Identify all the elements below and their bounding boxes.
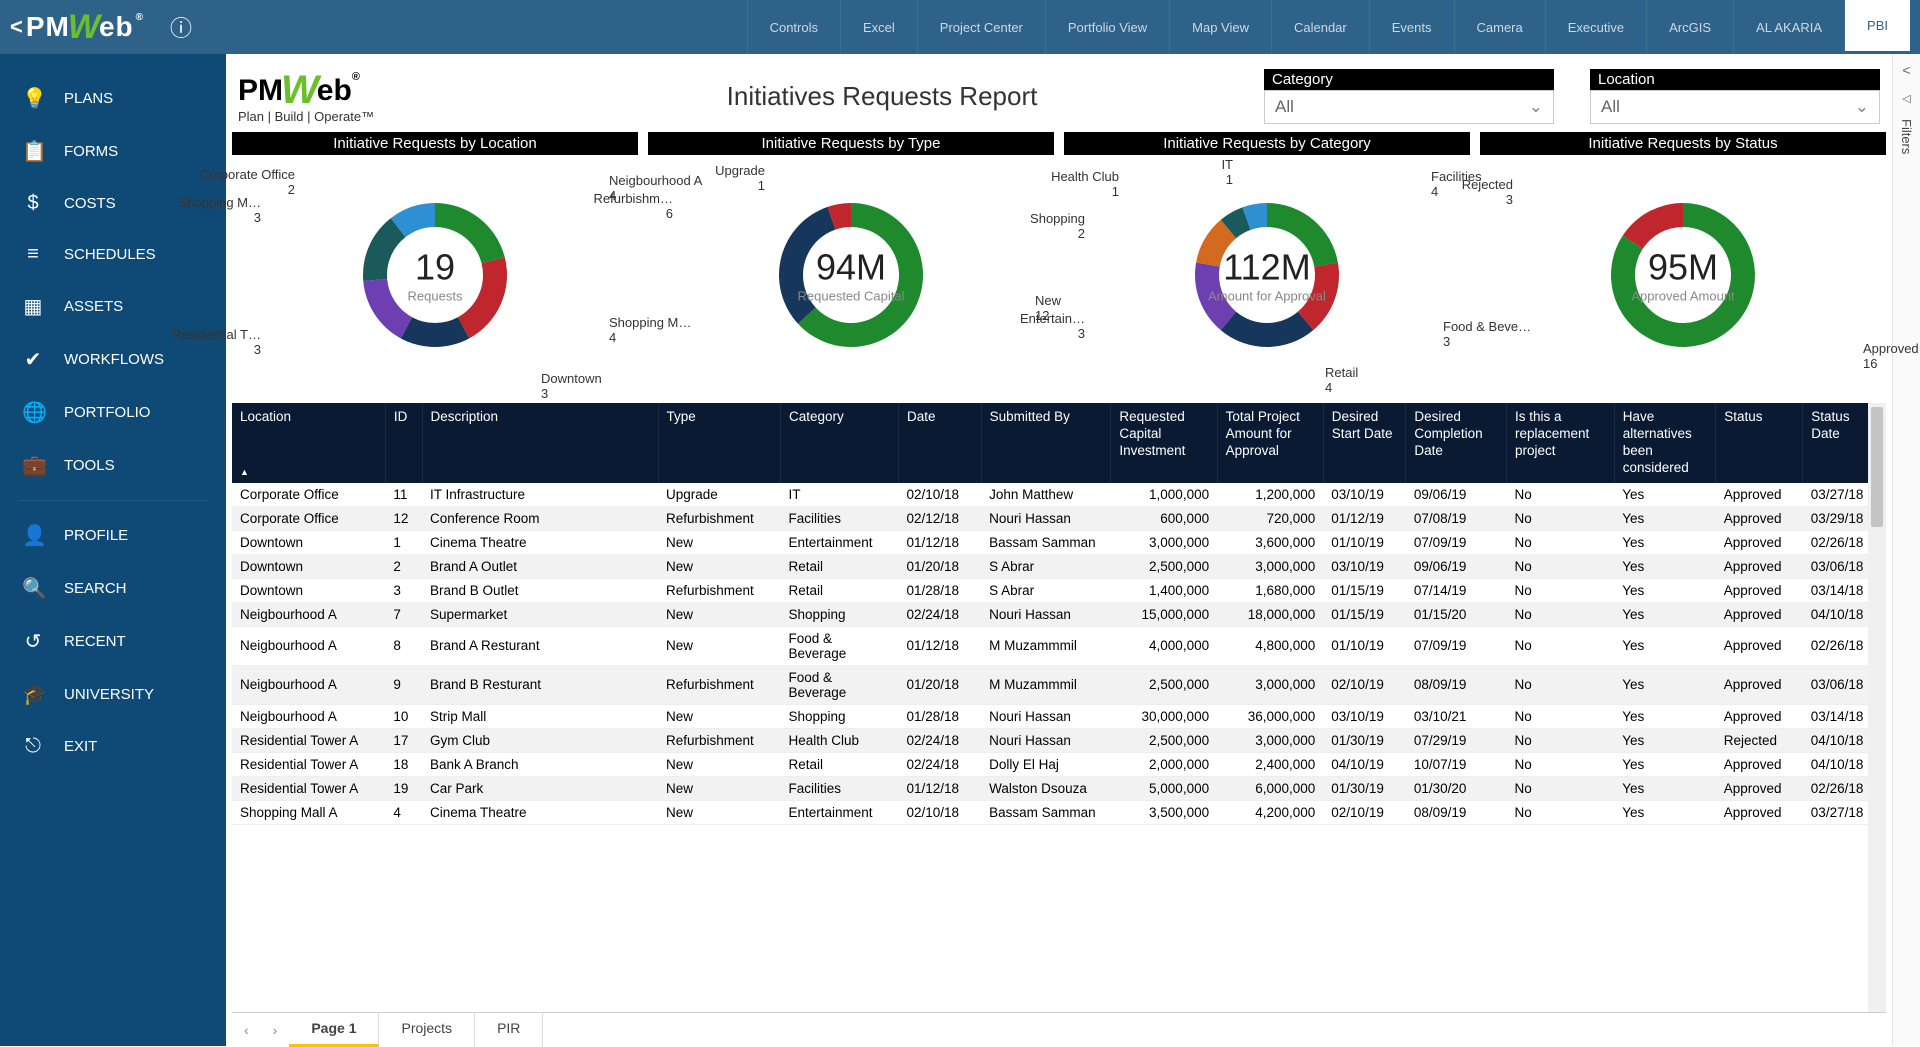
tab-next-button[interactable]: › — [261, 1022, 290, 1038]
top-tab-camera[interactable]: Camera — [1454, 0, 1545, 54]
table-row[interactable]: Residential Tower A17Gym ClubRefurbishme… — [232, 728, 1886, 752]
table-row[interactable]: Downtown3Brand B OutletRefurbishmentReta… — [232, 578, 1886, 602]
sidebar-item-portfolio[interactable]: 🌐PORTFOLIO — [0, 386, 226, 439]
table-row[interactable]: Residential Tower A19Car ParkNewFaciliti… — [232, 776, 1886, 800]
filters-rail[interactable]: < ◁ Filters — [1892, 54, 1920, 1046]
info-icon[interactable]: ⓘ — [170, 11, 192, 43]
top-tab-map-view[interactable]: Map View — [1169, 0, 1271, 54]
app-logo: <PMWeb® — [10, 8, 150, 47]
slicer-category: CategoryAll⌄ — [1264, 69, 1554, 124]
tools-icon: 💼 — [22, 453, 44, 478]
table-row[interactable]: Corporate Office11IT InfrastructureUpgra… — [232, 483, 1886, 507]
plans-icon: 💡 — [22, 86, 44, 111]
top-tab-pbi[interactable]: PBI — [1844, 0, 1910, 54]
table-row[interactable]: Corporate Office12Conference RoomRefurbi… — [232, 506, 1886, 530]
table-row[interactable]: Neigbourhood A10Strip MallNewShopping01/… — [232, 704, 1886, 728]
exit-icon: ⎋ — [22, 735, 44, 758]
slicer-location: LocationAll⌄ — [1590, 69, 1880, 124]
sidebar-item-plans[interactable]: 💡PLANS — [0, 72, 226, 125]
col-header[interactable]: Total Project Amount for Approval — [1217, 403, 1323, 483]
filters-label: Filters — [1899, 119, 1914, 154]
sidebar-item-university[interactable]: 🎓UNIVERSITY — [0, 668, 226, 721]
col-header[interactable]: Date — [899, 403, 982, 483]
top-tab-portfolio-view[interactable]: Portfolio View — [1045, 0, 1169, 54]
col-header[interactable]: Status — [1716, 403, 1803, 483]
table-row[interactable]: Neigbourhood A9Brand B ResturantRefurbis… — [232, 665, 1886, 704]
search-icon: 🔍 — [22, 576, 44, 601]
top-bar: <PMWeb® ⓘ ControlsExcelProject CenterPor… — [0, 0, 1920, 54]
data-table-container: LocationIDDescriptionTypeCategoryDateSub… — [232, 403, 1886, 1012]
top-tab-controls[interactable]: Controls — [747, 0, 840, 54]
top-tab-project-center[interactable]: Project Center — [917, 0, 1045, 54]
forms-icon: 📋 — [22, 139, 44, 164]
portfolio-icon: 🌐 — [22, 400, 44, 425]
col-header[interactable]: Have alternatives been considered — [1614, 403, 1716, 483]
filter-icon[interactable]: ◁ — [1902, 92, 1910, 105]
table-row[interactable]: Downtown1Cinema TheatreNewEntertainment0… — [232, 530, 1886, 554]
col-header[interactable]: Submitted By — [981, 403, 1111, 483]
col-header[interactable]: Type — [658, 403, 780, 483]
col-header[interactable]: Is this a replacement project — [1507, 403, 1615, 483]
report-title: Initiatives Requests Report — [500, 81, 1264, 112]
page-tab-page-1[interactable]: Page 1 — [289, 1012, 379, 1047]
table-row[interactable]: Residential Tower A18Bank A BranchNewRet… — [232, 752, 1886, 776]
table-scrollbar[interactable] — [1868, 403, 1886, 1012]
chart-initiative-requests-by-status: Initiative Requests by Status95MApproved… — [1480, 132, 1886, 395]
table-row[interactable]: Neigbourhood A8Brand A ResturantNewFood … — [232, 626, 1886, 665]
report-canvas: PMWeb® Plan | Build | Operate™ Initiativ… — [226, 54, 1892, 1046]
tab-prev-button[interactable]: ‹ — [232, 1022, 261, 1038]
sidebar-item-exit[interactable]: ⎋EXIT — [0, 721, 226, 772]
sidebar-item-schedules[interactable]: ≡SCHEDULES — [0, 229, 226, 280]
table-row[interactable]: Downtown2Brand A OutletNewRetail01/20/18… — [232, 554, 1886, 578]
sidebar-item-search[interactable]: 🔍SEARCH — [0, 562, 226, 615]
sidebar-item-tools[interactable]: 💼TOOLS — [0, 439, 226, 492]
sidebar-item-recent[interactable]: ↺RECENT — [0, 615, 226, 668]
chart-initiative-requests-by-category: Initiative Requests by Category112MAmoun… — [1064, 132, 1470, 395]
report-logo: PMWeb® Plan | Build | Operate™ — [238, 68, 500, 124]
col-header[interactable]: Category — [780, 403, 898, 483]
costs-icon: $ — [22, 192, 44, 215]
collapse-icon[interactable]: < — [1902, 62, 1910, 78]
top-tab-executive[interactable]: Executive — [1545, 0, 1646, 54]
workflows-icon: ✔ — [22, 347, 44, 372]
col-header[interactable]: Desired Start Date — [1323, 403, 1406, 483]
chevron-down-icon: ⌄ — [1529, 97, 1543, 117]
slicer-location-dropdown[interactable]: All⌄ — [1590, 90, 1880, 124]
top-tab-excel[interactable]: Excel — [840, 0, 917, 54]
schedules-icon: ≡ — [22, 243, 44, 266]
page-tab-projects[interactable]: Projects — [379, 1012, 475, 1047]
top-tab-calendar[interactable]: Calendar — [1271, 0, 1369, 54]
assets-icon: ▦ — [22, 294, 44, 319]
table-row[interactable]: Neigbourhood A7SupermarketNewShopping02/… — [232, 602, 1886, 626]
top-tab-arcgis[interactable]: ArcGIS — [1646, 0, 1733, 54]
col-header[interactable]: ID — [385, 403, 422, 483]
col-header[interactable]: Desired Completion Date — [1406, 403, 1507, 483]
slicer-category-dropdown[interactable]: All⌄ — [1264, 90, 1554, 124]
col-header[interactable]: Description — [422, 403, 658, 483]
recent-icon: ↺ — [22, 629, 44, 654]
col-header[interactable]: Requested Capital Investment — [1111, 403, 1217, 483]
chevron-down-icon: ⌄ — [1855, 97, 1869, 117]
col-header[interactable]: Location — [232, 403, 385, 483]
data-table: LocationIDDescriptionTypeCategoryDateSub… — [232, 403, 1886, 825]
sidebar-item-forms[interactable]: 📋FORMS — [0, 125, 226, 178]
sidebar-item-profile[interactable]: 👤PROFILE — [0, 509, 226, 562]
page-tab-pir[interactable]: PIR — [475, 1012, 543, 1047]
profile-icon: 👤 — [22, 523, 44, 548]
chart-initiative-requests-by-type: Initiative Requests by Type94MRequested … — [648, 132, 1054, 395]
top-tab-al-akaria[interactable]: AL AKARIA — [1733, 0, 1844, 54]
table-row[interactable]: Shopping Mall A4Cinema TheatreNewEnterta… — [232, 800, 1886, 824]
sidebar-item-assets[interactable]: ▦ASSETS — [0, 280, 226, 333]
chart-initiative-requests-by-location: Initiative Requests by Location19Request… — [232, 132, 638, 395]
page-tabs: ‹ › Page 1ProjectsPIR — [232, 1012, 1886, 1046]
sidebar-divider — [18, 500, 208, 501]
top-tab-events[interactable]: Events — [1369, 0, 1454, 54]
university-icon: 🎓 — [22, 682, 44, 707]
